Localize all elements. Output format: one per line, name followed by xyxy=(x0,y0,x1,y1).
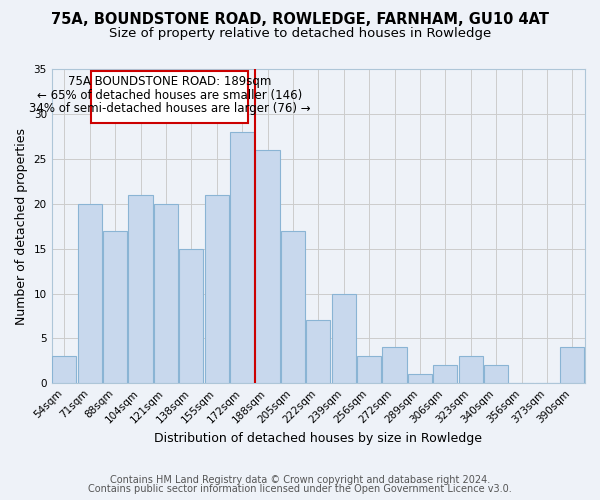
Bar xyxy=(382,348,407,384)
Bar xyxy=(357,356,381,384)
Text: 34% of semi-detached houses are larger (76) →: 34% of semi-detached houses are larger (… xyxy=(29,102,311,115)
Bar xyxy=(205,194,229,384)
Bar xyxy=(103,230,127,384)
X-axis label: Distribution of detached houses by size in Rowledge: Distribution of detached houses by size … xyxy=(154,432,482,445)
Bar xyxy=(332,294,356,384)
Bar xyxy=(179,248,203,384)
Bar xyxy=(458,356,483,384)
Y-axis label: Number of detached properties: Number of detached properties xyxy=(15,128,28,324)
Bar xyxy=(306,320,331,384)
Bar xyxy=(52,356,76,384)
Text: Contains HM Land Registry data © Crown copyright and database right 2024.: Contains HM Land Registry data © Crown c… xyxy=(110,475,490,485)
Bar xyxy=(154,204,178,384)
Bar xyxy=(256,150,280,384)
Bar xyxy=(230,132,254,384)
FancyBboxPatch shape xyxy=(91,71,248,123)
Text: 75A, BOUNDSTONE ROAD, ROWLEDGE, FARNHAM, GU10 4AT: 75A, BOUNDSTONE ROAD, ROWLEDGE, FARNHAM,… xyxy=(51,12,549,28)
Bar xyxy=(433,366,457,384)
Text: Contains public sector information licensed under the Open Government Licence v3: Contains public sector information licen… xyxy=(88,484,512,494)
Text: Size of property relative to detached houses in Rowledge: Size of property relative to detached ho… xyxy=(109,28,491,40)
Bar xyxy=(408,374,432,384)
Bar xyxy=(281,230,305,384)
Bar xyxy=(77,204,102,384)
Bar xyxy=(128,194,152,384)
Bar xyxy=(484,366,508,384)
Bar xyxy=(560,348,584,384)
Text: ← 65% of detached houses are smaller (146): ← 65% of detached houses are smaller (14… xyxy=(37,89,302,102)
Text: 75A BOUNDSTONE ROAD: 189sqm: 75A BOUNDSTONE ROAD: 189sqm xyxy=(68,76,271,88)
